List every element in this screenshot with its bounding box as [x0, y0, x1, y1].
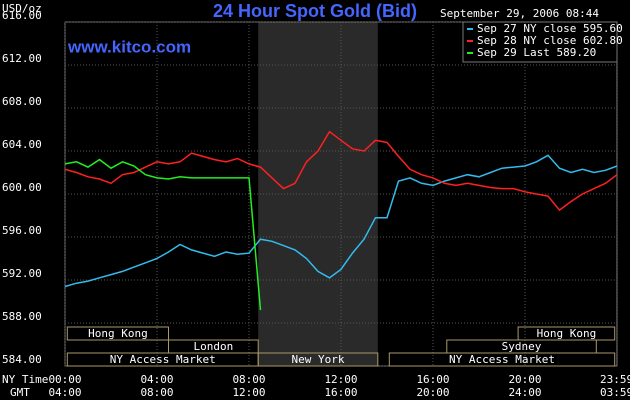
session-label: Hong Kong: [88, 327, 148, 340]
x2-tick-label: 24:00: [508, 386, 541, 399]
x-row-label: GMT: [10, 386, 30, 399]
y-tick-label: 584.00: [2, 353, 42, 366]
y-tick-label: 604.00: [2, 138, 42, 151]
y-tick-label: 600.00: [2, 181, 42, 194]
session-label: New York: [292, 353, 345, 366]
legend-entry: Sep 28 NY close 602.80: [477, 34, 623, 47]
legend-entry: Sep 29 Last 589.20: [477, 46, 596, 59]
series-line: [64, 130, 618, 212]
x2-tick-label: 08:00: [140, 386, 173, 399]
x-tick-label: 00:00: [48, 373, 81, 386]
session-box: [257, 352, 379, 367]
chart-title: 24 Hour Spot Gold (Bid): [213, 1, 417, 21]
y-tick-label: 596.00: [2, 224, 42, 237]
x2-tick-label: 20:00: [416, 386, 449, 399]
x-tick-label: 20:00: [508, 373, 541, 386]
session-label: Hong Kong: [537, 327, 597, 340]
x2-tick-label: 04:00: [48, 386, 81, 399]
x-tick-label: 23:59: [600, 373, 630, 386]
session-label: Sydney: [502, 340, 542, 353]
session-label: NY Access Market: [449, 353, 555, 366]
session-label: London: [193, 340, 233, 353]
x-row-label: NY Time: [2, 373, 48, 386]
y-tick-label: 608.00: [2, 95, 42, 108]
x-tick-label: 08:00: [232, 373, 265, 386]
x-tick-label: 16:00: [416, 373, 449, 386]
series-line: [64, 154, 618, 288]
session-box: [66, 326, 169, 341]
x-tick-label: 04:00: [140, 373, 173, 386]
y-tick-label: 588.00: [2, 310, 42, 323]
legend-box: [462, 21, 618, 63]
series-line: [64, 158, 262, 311]
x-tick-label: 12:00: [324, 373, 357, 386]
timestamp: September 29, 2006 08:44: [440, 7, 599, 20]
y-tick-label: 612.00: [2, 52, 42, 65]
session-label: NY Access Market: [110, 353, 216, 366]
x2-tick-label: 12:00: [232, 386, 265, 399]
x2-tick-label: 16:00: [324, 386, 357, 399]
legend-entry: Sep 27 NY close 595.60: [477, 22, 623, 35]
y-tick-label: 616.00: [2, 9, 42, 22]
y-axis-label: USD/oz: [2, 2, 42, 15]
y-tick-label: 592.00: [2, 267, 42, 280]
session-box: [388, 352, 616, 367]
plot: 584.00 588.00 592.00 596.00 600.00 604.00 608.…: [2, 9, 630, 399]
x2-tick-label: 03:59: [600, 386, 630, 399]
watermark: www.kitco.com: [67, 37, 191, 56]
